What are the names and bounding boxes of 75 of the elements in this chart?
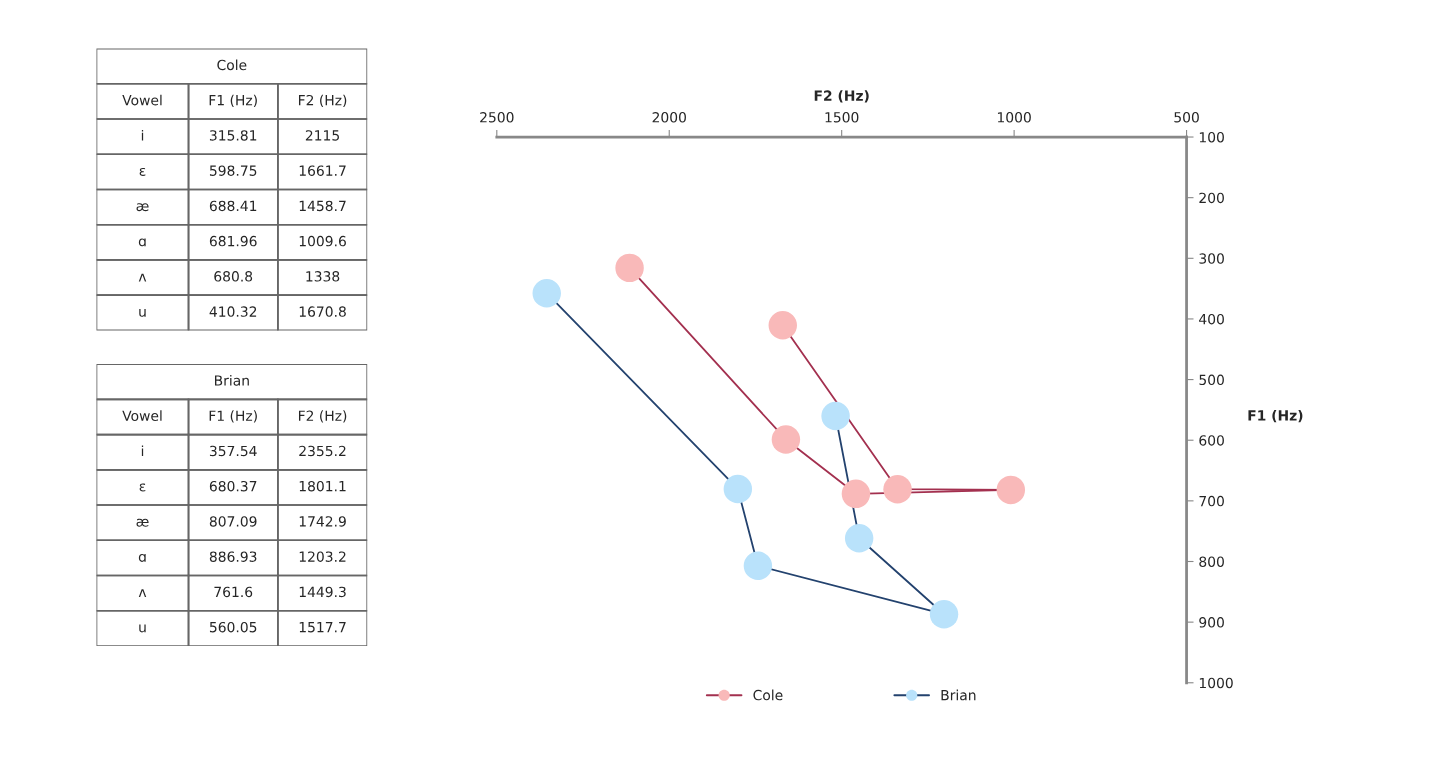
text: 886.93: [209, 551, 257, 562]
text: 1203.2: [299, 551, 346, 562]
point: [841, 479, 871, 509]
text: Brian: [215, 374, 249, 386]
text: Vowel: [122, 410, 162, 421]
y-tick-label: 600: [1199, 435, 1224, 446]
point: [615, 253, 644, 283]
text: i: [141, 445, 144, 457]
text: F1 (Hz): [209, 410, 257, 423]
text: 1338: [306, 271, 340, 282]
text: 680.8: [214, 271, 253, 282]
y-tick-label: 300: [1199, 253, 1224, 264]
point: [821, 401, 850, 431]
x-tick-label: 2000: [652, 112, 686, 123]
text: 410.32: [209, 306, 257, 317]
x-tick-label: 1500: [825, 112, 859, 123]
y-tick-label: 900: [1199, 617, 1224, 628]
legend-label: Brian: [941, 689, 976, 701]
text: 1742.9: [299, 516, 346, 527]
point: [996, 475, 1026, 505]
text: 1009.6: [299, 235, 346, 247]
text: 560.05: [209, 621, 257, 633]
text: 688.41: [209, 200, 257, 212]
point: [532, 278, 561, 308]
y-axis-title: F1 (Hz): [1248, 409, 1303, 423]
text: æ: [136, 203, 149, 212]
x-tick-label: 500: [1174, 112, 1199, 123]
text: F1 (Hz): [209, 94, 257, 108]
y-tick-label: 400: [1199, 313, 1224, 325]
point: [844, 523, 874, 553]
y-tick-label: 800: [1199, 556, 1224, 567]
text: 680.37: [209, 480, 257, 492]
text: ɛ: [139, 167, 146, 176]
point: [768, 310, 798, 340]
text: 1458.7: [299, 200, 346, 212]
text: 1517.7: [299, 622, 346, 633]
y-tick-label: 1000: [1199, 677, 1233, 689]
point: [723, 474, 753, 504]
text: 761.6: [214, 586, 253, 598]
text: 681.96: [209, 235, 257, 247]
point: [771, 425, 801, 454]
y-tick-label: 700: [1199, 495, 1224, 507]
text: ʌ: [138, 589, 147, 597]
text: i: [141, 129, 144, 141]
text: Cole: [217, 59, 247, 71]
x-tick-label: 2500: [480, 112, 514, 123]
text: u: [139, 308, 146, 317]
text: 807.09: [209, 516, 257, 527]
point: [883, 474, 912, 504]
text: 2355.2: [299, 445, 346, 457]
x-axis-title: F2 (Hz): [814, 90, 869, 103]
text: ɑ: [138, 553, 146, 562]
text: 1661.7: [299, 165, 346, 176]
text: ʌ: [138, 273, 147, 282]
text: 357.54: [209, 445, 257, 457]
y-tick-label: 100: [1199, 131, 1224, 143]
text: ɑ: [138, 238, 146, 247]
text: 1801.1: [299, 480, 346, 492]
legend-label: Cole: [753, 689, 783, 701]
text: F2 (Hz): [298, 94, 347, 108]
text: 598.75: [209, 165, 257, 176]
point: [929, 599, 959, 629]
text: 1449.3: [299, 586, 346, 598]
y-tick-label: 500: [1199, 374, 1224, 386]
text: 1670.8: [299, 306, 346, 317]
text: 2115: [305, 130, 339, 141]
point: [743, 551, 773, 581]
text: u: [139, 624, 146, 633]
text: F2 (Hz): [298, 410, 347, 423]
text: æ: [136, 518, 149, 527]
y-tick-label: 200: [1199, 192, 1224, 204]
text: 315.81: [209, 130, 257, 141]
x-tick-label: 1000: [997, 112, 1031, 123]
text: ɛ: [139, 483, 146, 492]
text: Vowel: [122, 94, 162, 106]
